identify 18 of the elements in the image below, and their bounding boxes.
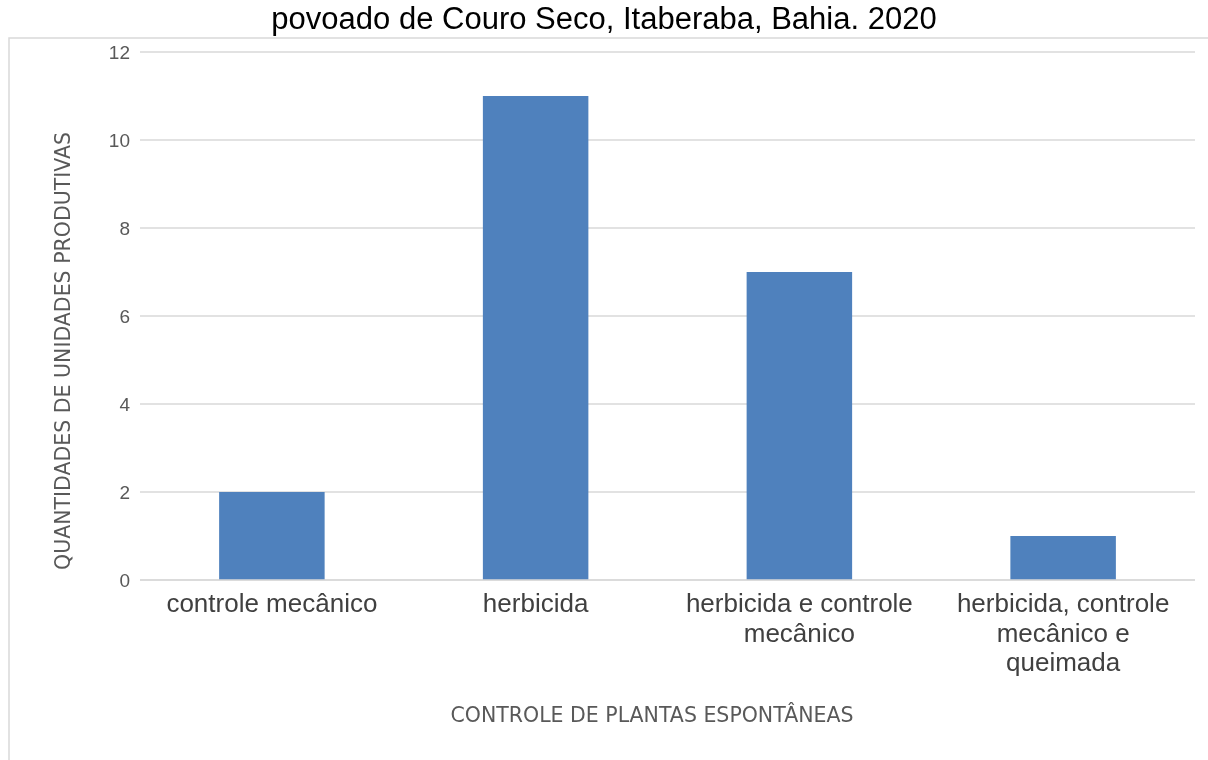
x-axis-title: CONTROLE DE PLANTAS ESPONTÂNEAS xyxy=(450,702,854,727)
y-tick-label: 0 xyxy=(119,569,130,591)
bar xyxy=(1010,536,1116,580)
y-tick-label: 10 xyxy=(108,129,130,151)
x-tick-label: herbicida, controle mecânico e queimada xyxy=(956,588,1170,677)
y-tick-label: 12 xyxy=(108,41,130,63)
x-tick-label: herbicida e controle mecânico xyxy=(685,588,913,648)
x-tick-label: controle mecânico xyxy=(166,588,378,618)
y-tick-label: 8 xyxy=(119,217,130,239)
y-tick-label: 2 xyxy=(119,481,130,503)
y-axis-title: QUANTIDADES DE UNIDADES PRODUTIVAS xyxy=(51,132,75,570)
x-tick-label: herbicida xyxy=(482,588,589,618)
y-tick-label: 6 xyxy=(119,305,130,327)
y-tick-label: 4 xyxy=(119,393,131,415)
bar xyxy=(746,272,853,580)
chart-title: povoado de Couro Seco, Itaberaba, Bahia. 2020 xyxy=(271,1,937,36)
bar xyxy=(482,96,589,580)
bar xyxy=(219,492,325,580)
